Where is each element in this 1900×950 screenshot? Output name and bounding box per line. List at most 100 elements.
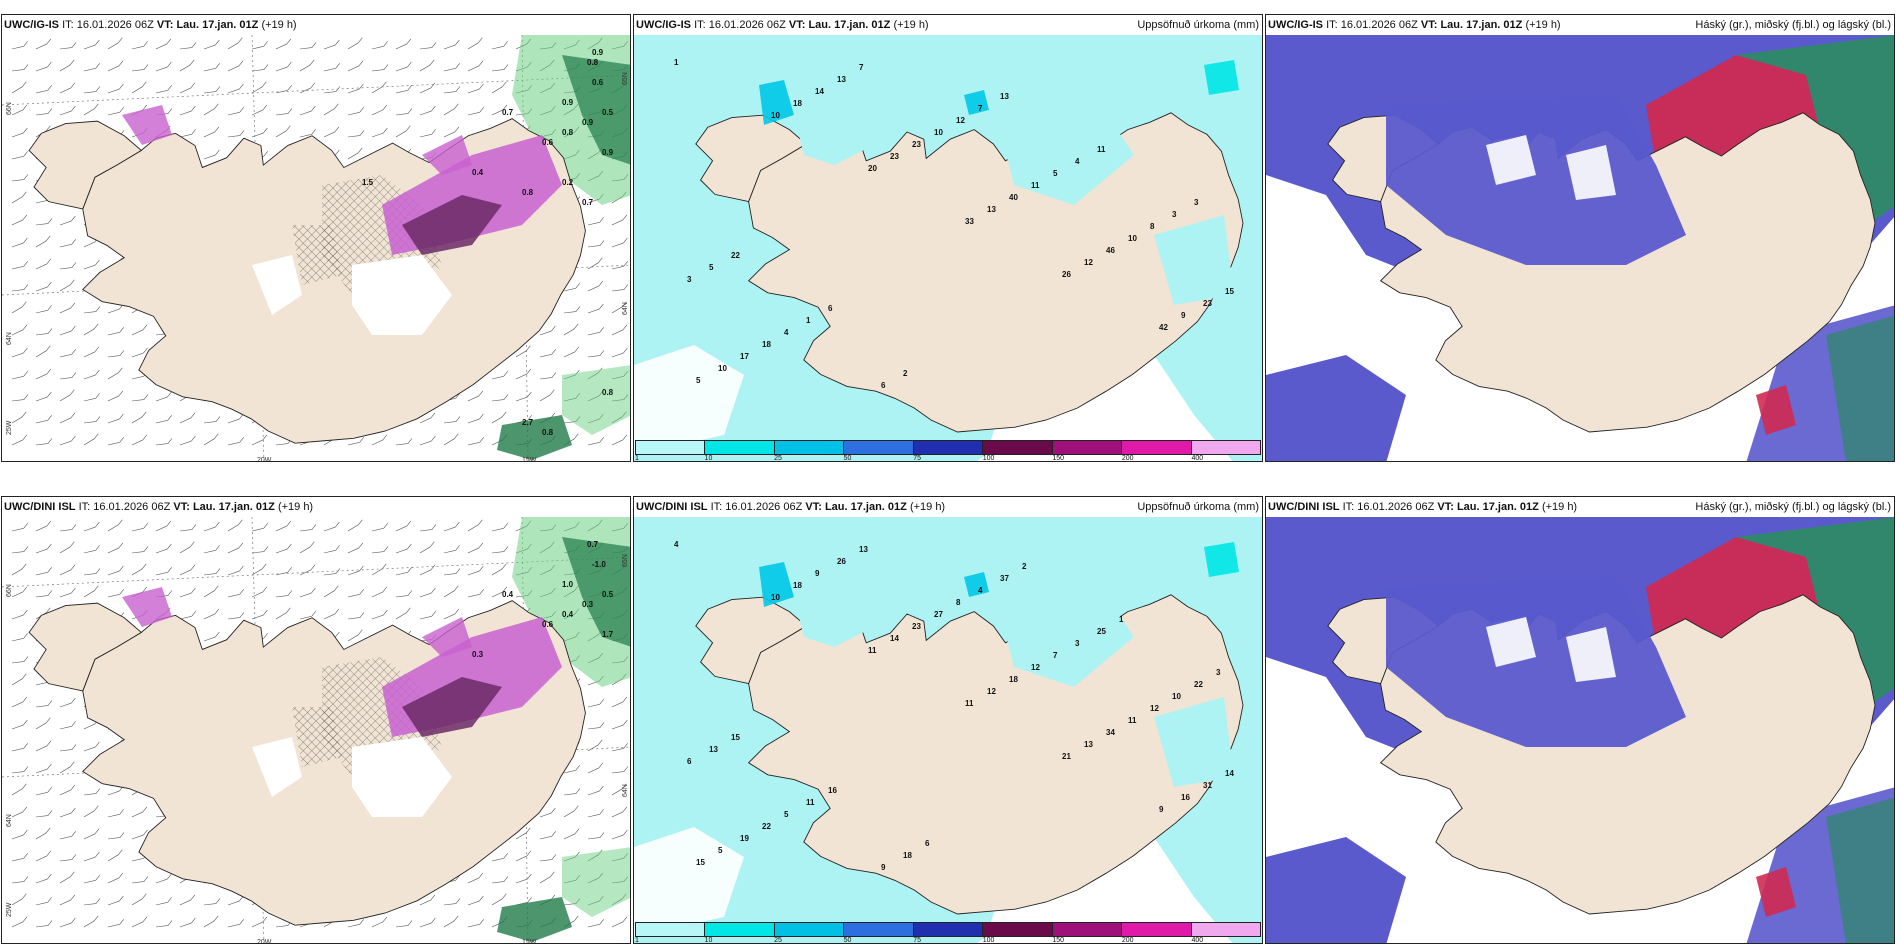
low-cloud-area (1386, 577, 1686, 747)
map-value-label: 21 (1062, 752, 1071, 761)
colorbar-tick-label: 1 (635, 937, 639, 944)
vt-label: VT: (156, 19, 174, 31)
map-value-label: 12 (1031, 663, 1040, 672)
map-area (1266, 35, 1894, 461)
axis-label-lat-mid: 64N (6, 814, 13, 827)
map-area: 4 10 11 11 21 9 15 18 14 12 13 16 5 9 23 18 34 31 19 26 27 12… (634, 517, 1262, 943)
colorbar: 1 10 25 50 75 100 150 200 400 (635, 922, 1261, 944)
map-value-label: 13 (1000, 92, 1009, 101)
lead-time: (+19 h) (893, 19, 929, 31)
map-value-label: 25 (1097, 627, 1106, 636)
vt-value: Lau. 17.jan. 01Z (192, 501, 275, 513)
map-value-label: 0.9 (592, 48, 604, 57)
axis-label-lon-right: 15W (522, 457, 537, 462)
precip-green-area (562, 847, 630, 917)
map-value-label: 31 (1203, 781, 1212, 790)
map-value-label: 5 (718, 846, 723, 855)
colorbar-tick-label: 10 (704, 937, 713, 944)
map-value-label: 14 (1225, 769, 1234, 778)
map-value-label: 4 (978, 586, 983, 595)
colorbar-swatch (913, 441, 984, 454)
map-value-label: 22 (1194, 680, 1203, 689)
colorbar-swatch (636, 441, 706, 454)
colorbar-tick-label: 25 (774, 937, 782, 944)
map-value-label: 11 (1097, 145, 1106, 154)
it-label: IT: (1326, 19, 1338, 31)
map-value-label: 0.4 (502, 590, 514, 599)
vt-value: Lau. 17.jan. 01Z (808, 19, 891, 31)
snow-white-area (352, 737, 452, 817)
colorbar-tick-label: 400 (1191, 455, 1204, 462)
map-value-label: 6 (828, 304, 833, 313)
colorbar-swatch (1122, 923, 1192, 936)
snow-white-area (252, 255, 302, 315)
map-value-label: 7 (1053, 651, 1058, 660)
map-value-label: 13 (709, 745, 718, 754)
it-value: 16.01.2026 06Z (93, 501, 171, 513)
map-value-label: 3 (687, 275, 692, 284)
map-value-label: 6 (687, 757, 692, 766)
map-value-label: 0.5 (602, 590, 614, 599)
colorbar-swatch (1122, 441, 1192, 454)
map-value-label: 9 (881, 863, 886, 872)
it-value: 16.01.2026 06Z (1340, 19, 1418, 31)
map-value-label: 5 (784, 810, 789, 819)
model-name: UWC/IG-IS (1268, 19, 1323, 31)
it-label: IT: (710, 501, 723, 513)
colorbar-tick-label: 50 (843, 937, 852, 944)
colorbar-tick-label: 10 (704, 455, 713, 462)
map-area: 0.8 0.6 0.9 0.5 0.7 0.9 0.8 0.6 0.9 0.4 0.8 0.2 0.7 1… (2, 35, 630, 461)
vt-value: Lau. 17.jan. 01Z (1456, 501, 1539, 513)
mid-cloud-area (1756, 385, 1796, 435)
panel-header: UWC/DINI ISL IT: 16.01.2026 06Z VT: Lau.… (2, 497, 630, 517)
map-value-label: 20 (868, 164, 877, 173)
model-name: UWC/DINI ISL (4, 501, 76, 513)
precip-purple-area (122, 587, 172, 627)
map-value-label: 0.7 (587, 540, 599, 549)
map-value-label: 7 (978, 104, 983, 113)
colorbar-tick-label: 400 (1191, 937, 1204, 944)
map-value-label: 15 (731, 733, 740, 742)
colorbar-tick-label: 1 (635, 455, 639, 462)
lead-time: (+19 h) (261, 19, 297, 31)
map-value-label: 16 (1181, 793, 1190, 802)
colorbar-swatch (774, 441, 845, 454)
colorbar-tick-label: 100 (982, 937, 995, 944)
map-value-label: 27 (934, 610, 943, 619)
vt-label: VT: (1437, 501, 1454, 513)
map-value-label: 0.4 (562, 610, 574, 619)
axis-label-right-top: 65N (622, 72, 629, 85)
map-value-label: 10 (771, 111, 780, 120)
map-panel-1: UWC/IG-IS IT: 16.01.2026 06Z VT: Lau. 17… (1, 14, 631, 462)
map-value-label: 37 (1000, 574, 1009, 583)
map-area: 1 10 20 33 26 42 5 18 23 13 12 9 10 14 23 40 46 23 17 13 10 1… (634, 35, 1262, 461)
map-area (1266, 517, 1894, 943)
axis-label-lat-mid: 64N (6, 332, 13, 345)
axis-label-lon-right: 15W (522, 939, 537, 944)
map-value-label: 26 (1062, 270, 1071, 279)
map-value-label: 0.3 (472, 650, 484, 659)
map-value-label: 18 (793, 581, 802, 590)
axis-label-lat-top: 66N (6, 584, 13, 597)
panel-header: UWC/DINI ISL IT: 16.01.2026 06Z VT: Lau.… (1266, 497, 1894, 517)
axis-label-lat-top: 66N (6, 102, 13, 115)
map-value-label: 0.8 (602, 388, 614, 397)
colorbar-swatch (705, 923, 775, 936)
map-panel-6: UWC/DINI ISL IT: 16.01.2026 06Z VT: Lau.… (1265, 496, 1895, 944)
snow-white-area (352, 255, 452, 335)
map-value-label: 13 (859, 545, 868, 554)
colorbar-swatch (1191, 441, 1260, 454)
map-svg (1266, 517, 1894, 943)
value-labels: 0.80.60.90.50.70.90.80.60.90.40.80.20.71… (362, 48, 614, 437)
accum-cyan-patch (794, 105, 874, 165)
accum-white-area (634, 345, 744, 455)
map-value-label: 23 (912, 140, 921, 149)
lead-time: (+19 h) (1541, 501, 1578, 513)
accum-blue-patch (964, 572, 989, 597)
accum-blue-patch (1204, 542, 1239, 577)
colorbar-tick-label: 75 (913, 937, 922, 944)
precip-darkgreen-area (562, 55, 630, 165)
map-value-label: 11 (965, 699, 974, 708)
accum-cyan-patch (994, 577, 1134, 687)
map-value-label: 11 (1031, 181, 1040, 190)
